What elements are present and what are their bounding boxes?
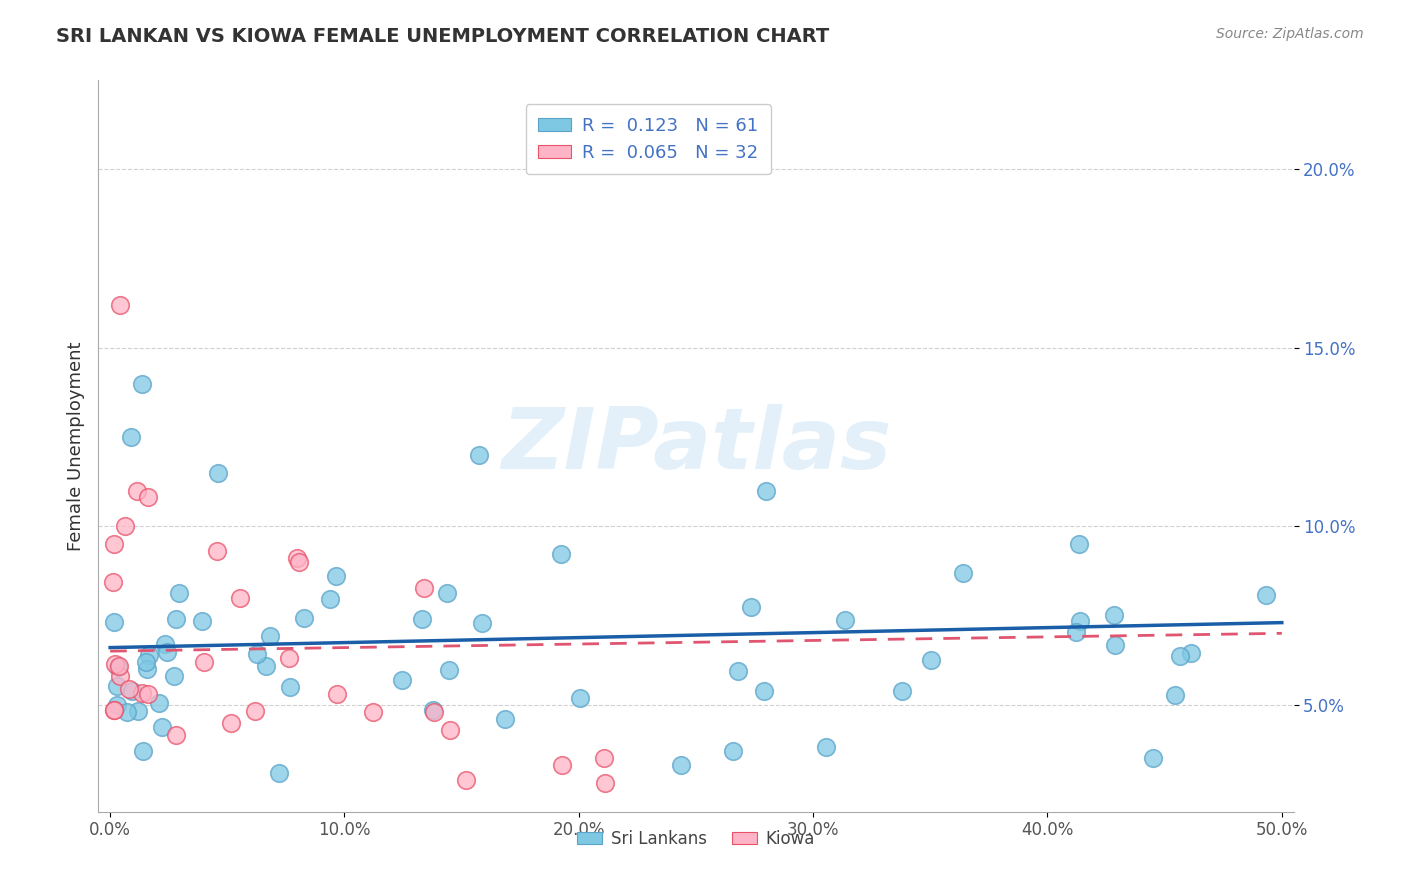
Point <box>138 648 160 662</box>
Point <box>740 600 762 615</box>
Point <box>103 703 125 717</box>
Point <box>288 555 311 569</box>
Point <box>165 611 187 625</box>
Point <box>1069 614 1091 628</box>
Point <box>148 696 170 710</box>
Point <box>107 660 129 674</box>
Point <box>103 703 125 717</box>
Point <box>391 673 413 687</box>
Point <box>1168 649 1191 664</box>
Point <box>1067 537 1090 551</box>
Point <box>1180 646 1202 660</box>
Point <box>132 744 155 758</box>
Point <box>114 519 136 533</box>
Point <box>326 687 349 701</box>
Point <box>135 662 157 676</box>
Point <box>952 566 974 580</box>
Point <box>167 586 190 600</box>
Point <box>495 712 517 726</box>
Point <box>219 715 242 730</box>
Point <box>361 705 384 719</box>
Point <box>669 758 692 772</box>
Point <box>285 551 308 566</box>
Point <box>115 705 138 719</box>
Point <box>243 704 266 718</box>
Point <box>108 659 131 673</box>
Y-axis label: Female Unemployment: Female Unemployment <box>66 342 84 550</box>
Point <box>890 684 912 698</box>
Point <box>413 581 436 595</box>
Point <box>108 298 131 312</box>
Point <box>156 645 179 659</box>
Point <box>471 616 494 631</box>
Point <box>131 376 153 391</box>
Point <box>1064 624 1087 639</box>
Point <box>278 651 301 665</box>
Point <box>246 647 269 661</box>
Point <box>125 483 148 498</box>
Point <box>569 690 592 705</box>
Point <box>138 687 160 701</box>
Point <box>205 544 228 558</box>
Point <box>229 591 252 605</box>
Point <box>278 680 301 694</box>
Point <box>108 668 131 682</box>
Point <box>121 683 143 698</box>
Point <box>814 740 837 755</box>
Point <box>292 611 315 625</box>
Point <box>550 547 572 561</box>
Point <box>422 703 444 717</box>
Point <box>131 685 153 699</box>
Point <box>191 615 214 629</box>
Point <box>1142 751 1164 765</box>
Point <box>150 721 173 735</box>
Point <box>155 637 177 651</box>
Legend: Sri Lankans, Kiowa: Sri Lankans, Kiowa <box>571 823 821 855</box>
Point <box>259 630 281 644</box>
Point <box>754 483 776 498</box>
Point <box>1102 608 1125 623</box>
Point <box>318 591 340 606</box>
Point <box>1164 688 1187 702</box>
Text: ZIPatlas: ZIPatlas <box>501 404 891 488</box>
Point <box>834 613 856 627</box>
Point <box>411 612 433 626</box>
Point <box>103 537 125 551</box>
Point <box>436 586 458 600</box>
Point <box>105 698 128 712</box>
Point <box>467 448 489 462</box>
Point <box>165 728 187 742</box>
Point <box>267 766 290 780</box>
Point <box>120 430 142 444</box>
Text: SRI LANKAN VS KIOWA FEMALE UNEMPLOYMENT CORRELATION CHART: SRI LANKAN VS KIOWA FEMALE UNEMPLOYMENT … <box>56 27 830 45</box>
Point <box>325 569 347 583</box>
Point <box>105 680 128 694</box>
Point <box>423 705 446 719</box>
Point <box>103 615 125 629</box>
Point <box>127 704 149 718</box>
Point <box>592 751 614 765</box>
Point <box>437 664 460 678</box>
Point <box>550 758 572 772</box>
Point <box>163 669 186 683</box>
Point <box>1256 588 1278 602</box>
Point <box>1104 638 1126 652</box>
Point <box>920 653 942 667</box>
Point <box>193 655 215 669</box>
Point <box>138 490 160 504</box>
Point <box>254 658 277 673</box>
Point <box>439 723 461 737</box>
Point <box>454 772 477 787</box>
Point <box>135 656 157 670</box>
Point <box>207 466 229 480</box>
Point <box>104 657 127 671</box>
Text: Source: ZipAtlas.com: Source: ZipAtlas.com <box>1216 27 1364 41</box>
Point <box>117 682 139 697</box>
Point <box>721 744 744 758</box>
Point <box>727 664 749 678</box>
Point <box>752 683 775 698</box>
Point <box>101 575 124 590</box>
Point <box>593 776 616 790</box>
